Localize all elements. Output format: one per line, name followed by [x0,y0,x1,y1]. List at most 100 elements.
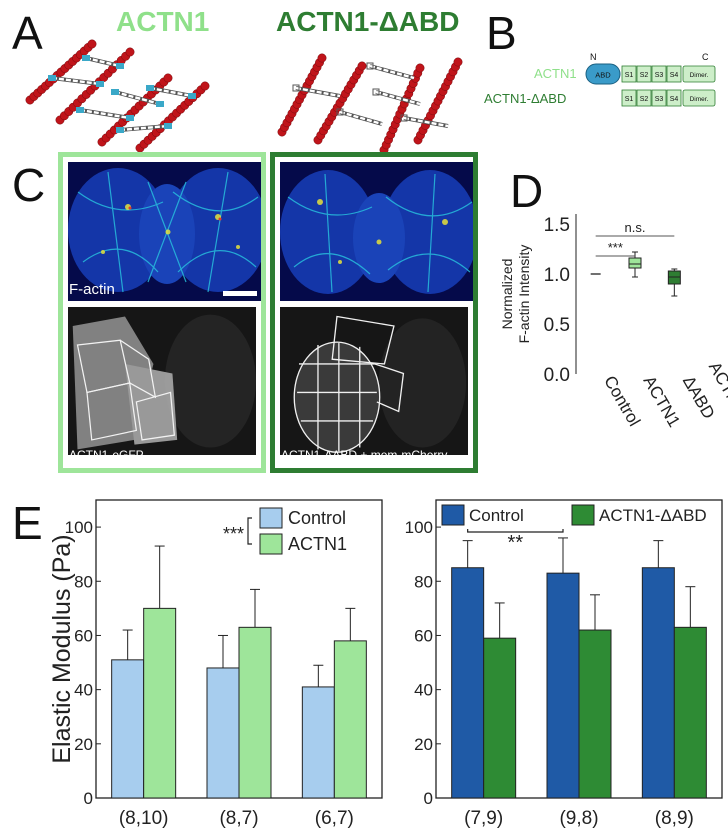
panel-letter-b: B [486,7,517,59]
category-label: (9,8) [559,808,598,829]
domain-row-actn1: ABD S1 S2 S3 S4 Dimer. [585,63,716,85]
crosslinker-abd-head [76,107,84,113]
micrograph-actn1: F-actin ACTN1-eGFP [58,152,266,473]
y-tick-label: 1.0 [544,265,570,286]
domain-c-terminus: C [702,52,709,62]
domain-dimer-label: Dimer. [690,96,709,103]
crosslinker-rod-inner [85,56,121,68]
y-tick-label: 20 [414,735,433,754]
crosslinker-rod-inner [369,64,415,80]
y-tick-label: 80 [74,572,93,591]
y-tick-label: 60 [74,626,93,645]
y-axis-label: Elastic Modulus (Pa) [50,534,76,763]
legend-label: Control [288,508,346,528]
domain-abd [585,63,621,85]
category-label: Control [600,373,644,430]
crosslinker-end [400,114,408,122]
panel-letter-d: D [510,165,544,217]
legend-label: Control [469,506,524,525]
category-label: (8,7) [219,808,258,829]
crosslinker-rod-inner [149,86,193,98]
legend-swatch [259,507,283,529]
category-label: (8,10) [119,808,169,829]
crosslinker-abd-head [48,75,56,81]
panel-letter-c: C [12,159,46,211]
crosslinker-rod-inner [375,90,421,106]
crosslinker-abd-head [82,55,90,61]
actin-monomer [317,53,327,63]
crosslinker-rod-inner [119,124,169,132]
actn1-dabd-mcherry-image [280,307,468,456]
actin-monomer [200,81,210,91]
y-tick-label: 0.0 [544,365,570,386]
significance-label: ** [508,532,524,554]
crosslinker-abd-head [188,93,196,99]
crosslinker-abd-head [116,127,124,133]
y-tick-label: 20 [74,735,93,754]
y-tick-label: 40 [74,681,93,700]
actin-monomer [87,39,97,49]
legend-swatch [441,504,465,526]
domain-spectrin-label: S3 [655,96,664,103]
domain-spectrin-label: S4 [670,72,679,79]
domain-abd-label: ABD [595,71,611,80]
chart-f-actin-intensity: 0.0 0.5 1.0 1.5 NormalizedF-actin Intensity *… [499,214,728,430]
panel-a-title-actn1-dabd: ACTN1-ΔABD [276,6,460,37]
actin-monomer [125,47,135,57]
domain-spectrin-repeat [636,65,652,83]
actin-monomer [163,73,173,83]
domain-spectrin-repeat [666,89,682,107]
domain-spectrin-label: S2 [640,96,649,103]
bar-control-1 [546,572,580,799]
category-label: (6,7) [315,808,354,829]
y-tick-label: 0.5 [544,315,570,336]
domain-n-terminus: N [590,52,597,62]
significance-label: n.s. [625,220,646,235]
crosslinker-abd-head [164,123,172,129]
significance-label: *** [608,240,623,255]
panel-a-network-illustration [25,39,463,155]
domain-spectrin-repeat [666,65,682,83]
category-label: (8,9) [655,808,694,829]
actn1-egfp-label: ACTN1-eGFP [69,448,144,462]
y-tick-label: 40 [414,681,433,700]
domain-dimer [682,65,716,83]
bar-actn1-abd-1 [578,629,612,799]
bar-control-1 [206,667,240,799]
domain-spectrin-label: S1 [625,96,634,103]
bar-control-2 [301,686,335,799]
domain-spectrin-repeat [621,89,637,107]
legend-swatch [571,504,595,526]
crosslinker-rod-inner [339,110,383,126]
bar-actn1-abd-0 [483,637,517,799]
actn1-dabd-mcherry-label: ACTN1-ΔABD + mem-mCherry [281,448,448,462]
crosslinker-abd-head [111,89,119,95]
domain-spectrin-repeat [651,65,667,83]
panel-letter-a: A [12,7,43,59]
bar-actn1-0 [143,607,177,799]
y-axis-label: NormalizedF-actin Intensity [499,245,532,344]
category-label: (7,9) [464,808,503,829]
domain-row-actn1-dabd-label: ACTN1-ΔABD [484,91,567,106]
crosslinker-abd-head [96,81,104,87]
box-iqr-1 [628,257,642,269]
domain-spectrin-label: S3 [655,72,664,79]
scale-bar [223,291,257,296]
domain-row-actn1-label: ACTN1 [534,66,577,81]
crosslinker-end [292,84,300,92]
actin-monomer [415,63,425,73]
panel-letter-e: E [12,497,43,549]
bar-actn1-abd-2 [673,626,707,799]
bar-actn1-1 [238,626,272,799]
f-actin-label: F-actin [69,281,115,298]
y-tick-label: 100 [405,518,433,537]
y-tick-label: 80 [414,572,433,591]
crosslinker-end [366,62,374,70]
crosslinker-rod-inner [79,108,131,120]
crosslinker-rod-inner [51,76,101,86]
domain-row-actn1-dabd: S1 S2 S3 S4 Dimer. [621,89,716,107]
domain-spectrin-repeat [651,89,667,107]
crosslinker-rod-inner [295,86,341,98]
f-actin-heatmap-actn1 [68,162,261,301]
